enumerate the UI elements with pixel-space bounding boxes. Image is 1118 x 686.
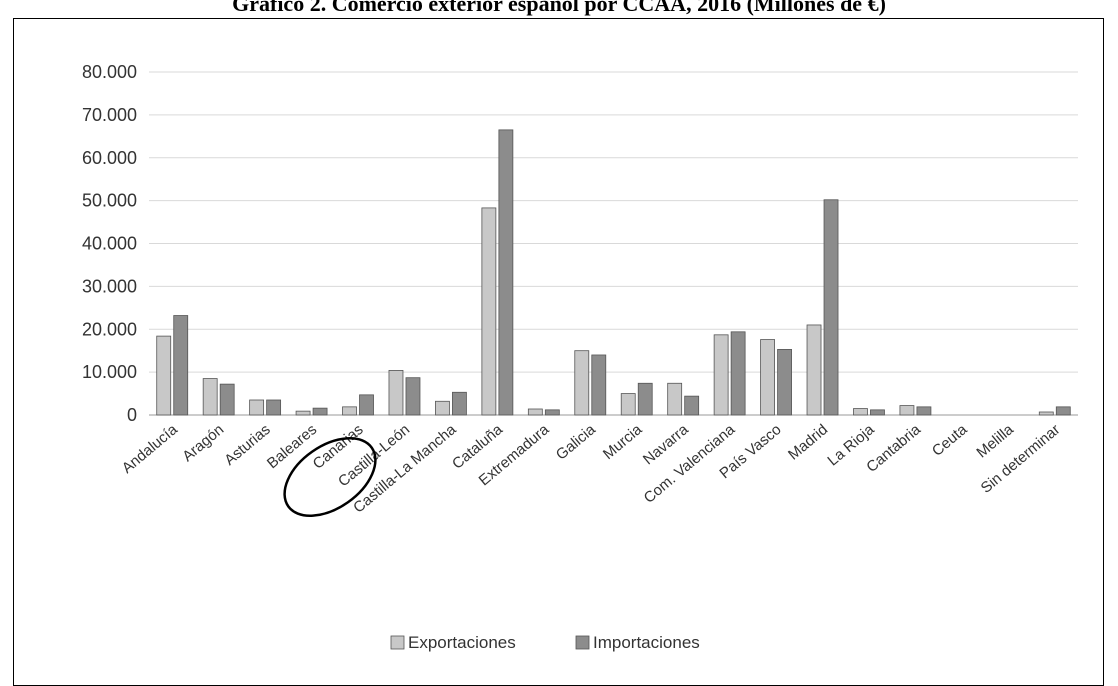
bar-exportaciones xyxy=(853,408,868,416)
bar-importaciones xyxy=(312,407,328,416)
bar-importaciones xyxy=(498,129,514,416)
bar-exportaciones xyxy=(899,405,915,416)
bar-importaciones xyxy=(266,399,282,416)
x-tick-label: Baleares xyxy=(264,421,320,472)
bar-importaciones xyxy=(823,199,839,416)
bar-exportaciones xyxy=(202,378,218,416)
legend-swatch xyxy=(575,635,590,650)
y-tick-label: 70.000 xyxy=(82,105,137,125)
bar-exportaciones xyxy=(156,335,172,416)
y-tick-label: 0 xyxy=(127,405,137,425)
bar-importaciones xyxy=(777,349,792,416)
gridlines xyxy=(149,71,1078,416)
bar-importaciones xyxy=(684,395,700,416)
y-tick-label: 30.000 xyxy=(82,276,137,296)
bar-importaciones xyxy=(637,382,653,416)
bar-importaciones xyxy=(591,354,607,416)
bars xyxy=(156,129,1071,416)
legend-label: Exportaciones xyxy=(408,633,516,652)
x-tick-label: Murcia xyxy=(600,421,646,463)
y-tick-label: 40.000 xyxy=(82,234,137,254)
bar-exportaciones xyxy=(249,399,265,416)
legend-swatch xyxy=(390,635,405,650)
bar-exportaciones xyxy=(667,382,683,416)
legend: Exportaciones Importaciones xyxy=(390,633,700,652)
bar-exportaciones xyxy=(806,324,822,416)
y-tick-label: 60.000 xyxy=(82,148,137,168)
y-tick-label: 20.000 xyxy=(82,319,137,339)
bar-exportaciones xyxy=(574,350,590,416)
bar-importaciones xyxy=(916,406,932,416)
bar-exportaciones xyxy=(388,370,404,416)
y-axis-ticks: 0 10.000 20.000 30.000 40.000 50.000 60.000 70.… xyxy=(82,62,137,425)
bar-importaciones xyxy=(405,377,421,416)
x-tick-label: Ceuta xyxy=(929,421,971,460)
y-tick-label: 10.000 xyxy=(82,362,137,382)
legend-label: Importaciones xyxy=(593,633,700,652)
x-tick-label: Galicia xyxy=(553,421,600,464)
bar-importaciones xyxy=(452,391,467,416)
bar-exportaciones xyxy=(481,207,497,416)
bar-exportaciones xyxy=(527,408,543,416)
bar-importaciones xyxy=(359,394,374,416)
bar-exportaciones xyxy=(435,400,450,416)
y-tick-label: 80.000 xyxy=(82,62,137,82)
bar-exportaciones xyxy=(620,393,636,416)
bar-importaciones xyxy=(730,331,746,416)
bar-exportaciones xyxy=(713,334,729,416)
bar-exportaciones xyxy=(1038,411,1054,416)
x-tick-label: Andalucía xyxy=(119,421,182,477)
x-axis-labels: AndalucíaAragónAsturiasBalearesCanariasC… xyxy=(119,421,1064,517)
bar-importaciones xyxy=(544,409,560,416)
bar-exportaciones xyxy=(342,406,357,416)
bar-importaciones xyxy=(219,383,235,416)
bar-importaciones xyxy=(173,315,189,416)
canarias-highlight-circle xyxy=(283,437,377,517)
bar-exportaciones xyxy=(295,410,311,416)
bar-importaciones xyxy=(1055,406,1071,416)
x-tick-label: Aragón xyxy=(179,421,227,465)
chart-title: Gráfico 2. Comercio exterior español por… xyxy=(232,0,886,16)
bar-importaciones xyxy=(870,409,885,416)
bar-exportaciones xyxy=(760,339,775,416)
x-tick-label: Sin determinar xyxy=(978,421,1064,497)
y-tick-label: 50.000 xyxy=(82,191,137,211)
